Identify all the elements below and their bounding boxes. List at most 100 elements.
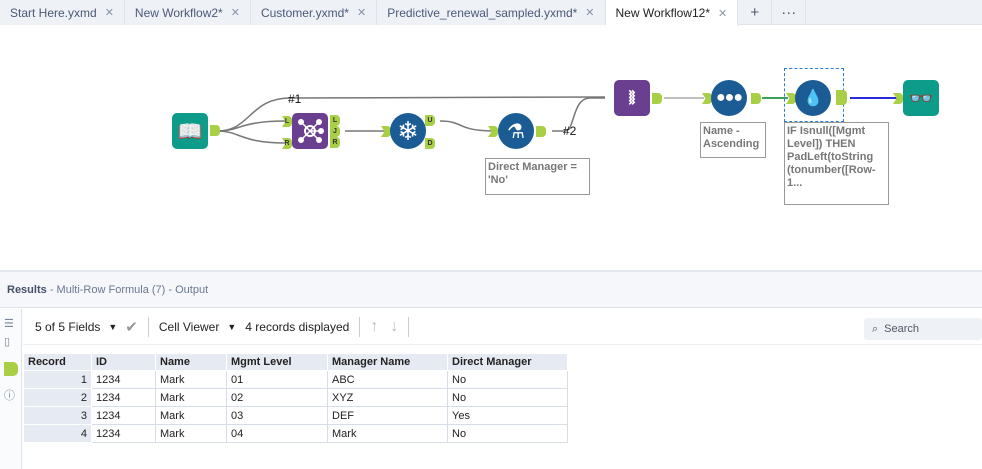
- tab-new-workflow12[interactable]: New Workflow12* ✕: [605, 0, 739, 26]
- column-header[interactable]: Name: [155, 353, 227, 371]
- browse-input-anchor[interactable]: [893, 93, 903, 104]
- column-header[interactable]: Mgmt Level: [226, 353, 328, 371]
- tab-start-here[interactable]: Start Here.yxmd ✕: [0, 0, 125, 25]
- tab-predictive-renewal[interactable]: Predictive_renewal_sampled.yxmd* ✕: [377, 0, 606, 25]
- join-right-anchor[interactable]: R: [282, 138, 292, 149]
- table-row[interactable]: 1 1234 Mark 01 ABC No: [23, 370, 568, 389]
- workflow-canvas[interactable]: #1 #2 📖 L R L J R ❄ U D ⚗ Direct Manager…: [0, 26, 982, 270]
- multirow-output-anchor[interactable]: [836, 90, 847, 105]
- fields-dropdown[interactable]: 5 of 5 Fields: [35, 319, 101, 334]
- table-cell[interactable]: 01: [226, 370, 328, 389]
- browse-tool[interactable]: 👓: [903, 80, 939, 116]
- table-cell[interactable]: 1234: [91, 388, 156, 407]
- table-cell[interactable]: 2: [23, 388, 92, 407]
- table-cell[interactable]: No: [447, 388, 568, 407]
- column-header[interactable]: Direct Manager: [447, 353, 568, 371]
- join-left-anchor[interactable]: L: [282, 116, 292, 127]
- list-icon[interactable]: ☰: [4, 318, 14, 330]
- table-cell[interactable]: Mark: [155, 406, 227, 425]
- table-cell[interactable]: 3: [23, 406, 92, 425]
- tab-customer[interactable]: Customer.yxmd* ✕: [250, 0, 378, 25]
- search-input[interactable]: ⌕ Search: [864, 318, 982, 340]
- table-cell[interactable]: 1: [23, 370, 92, 389]
- unique-u-anchor[interactable]: U: [425, 115, 435, 126]
- table-cell[interactable]: 02: [226, 388, 328, 407]
- table-cell[interactable]: 4: [23, 424, 92, 443]
- sort-input-anchor[interactable]: [702, 93, 712, 104]
- table-row[interactable]: 4 1234 Mark 04 Mark No: [23, 424, 568, 443]
- column-header[interactable]: Record: [23, 353, 92, 371]
- unique-d-anchor[interactable]: D: [425, 138, 435, 149]
- table-cell[interactable]: 03: [226, 406, 328, 425]
- tab-label: New Workflow12*: [615, 6, 710, 20]
- check-icon[interactable]: ✔: [125, 318, 138, 336]
- dna-icon: ⧚: [628, 86, 636, 109]
- multi-row-formula-tool[interactable]: 💧: [795, 80, 831, 116]
- table-cell[interactable]: 04: [226, 424, 328, 443]
- help-icon[interactable]: ⓘ: [4, 390, 15, 402]
- filter-true-anchor[interactable]: [536, 126, 546, 137]
- sort-tool[interactable]: ●●●: [711, 80, 747, 116]
- connections: [217, 96, 898, 144]
- tab-new-workflow2[interactable]: New Workflow2* ✕: [124, 0, 251, 25]
- table-cell[interactable]: No: [447, 424, 568, 443]
- output-anchor[interactable]: [210, 125, 220, 136]
- arrow-up-icon[interactable]: ↑: [370, 317, 379, 335]
- unique-input-anchor[interactable]: [381, 126, 391, 137]
- more-tabs-button[interactable]: ···: [772, 0, 807, 25]
- chevron-down-icon[interactable]: ▼: [108, 321, 118, 332]
- table-cell[interactable]: Mark: [155, 424, 227, 443]
- connection-input-union: [217, 96, 606, 132]
- multirow-input-anchor[interactable]: [786, 93, 796, 104]
- table-cell[interactable]: No: [447, 370, 568, 389]
- results-title: Results: [7, 283, 47, 296]
- arrow-down-icon[interactable]: ↓: [390, 317, 399, 335]
- tab-label: Customer.yxmd*: [260, 5, 349, 20]
- close-icon[interactable]: ✕: [230, 7, 240, 19]
- sort-dots-icon: ●●●: [716, 89, 743, 106]
- table-cell[interactable]: Mark: [327, 424, 448, 443]
- cell-viewer-dropdown[interactable]: Cell Viewer: [158, 319, 220, 334]
- column-header[interactable]: ID: [91, 353, 156, 371]
- input-data-tool[interactable]: 📖: [172, 113, 208, 149]
- close-icon[interactable]: ✕: [356, 7, 367, 19]
- table-cell[interactable]: ABC: [327, 370, 448, 389]
- table-cell[interactable]: Mark: [155, 388, 227, 407]
- snowflake-icon: ❄: [397, 115, 419, 146]
- close-icon[interactable]: ✕: [104, 7, 114, 19]
- add-tab-button[interactable]: +: [738, 0, 773, 25]
- tab-bar: Start Here.yxmd ✕ New Workflow2* ✕ Custome…: [0, 0, 982, 26]
- unique-tool[interactable]: ❄: [390, 113, 426, 149]
- table-row[interactable]: 3 1234 Mark 03 DEF Yes: [23, 406, 568, 425]
- table-cell[interactable]: Yes: [447, 406, 568, 425]
- union-output-anchor[interactable]: [652, 93, 662, 104]
- book-icon: 📖: [177, 120, 203, 143]
- table-cell[interactable]: 1234: [91, 406, 156, 425]
- chevron-down-icon[interactable]: ▼: [227, 321, 237, 332]
- close-icon[interactable]: ✕: [585, 7, 595, 19]
- anchor-icon[interactable]: [4, 362, 18, 376]
- table-header-row: Record ID Name Mgmt Level Manager Name D…: [23, 353, 568, 371]
- filter-annotation: Direct Manager = 'No': [485, 158, 590, 195]
- table-row[interactable]: 2 1234 Mark 02 XYZ No: [23, 388, 568, 407]
- filter-input-anchor[interactable]: [488, 126, 498, 137]
- union-tool[interactable]: ⧚: [614, 80, 650, 116]
- drops-icon: 💧: [803, 90, 823, 107]
- filter-tool[interactable]: ⚗: [498, 113, 534, 149]
- sort-output-anchor[interactable]: [751, 93, 761, 104]
- join-tool[interactable]: [292, 113, 328, 149]
- table-cell[interactable]: 1234: [91, 424, 156, 443]
- table-cell[interactable]: DEF: [327, 406, 448, 425]
- close-icon[interactable]: ✕: [718, 7, 728, 20]
- table-cell[interactable]: 1234: [91, 370, 156, 389]
- table-cell[interactable]: XYZ: [327, 388, 448, 407]
- results-toolbar: 5 of 5 Fields ▼ ✔ Cell Viewer ▼ 4 record…: [23, 309, 982, 345]
- connection-filter-union: [552, 97, 605, 132]
- table-cell[interactable]: Mark: [155, 370, 227, 389]
- config-icon[interactable]: ▯: [4, 336, 11, 348]
- join-right-output[interactable]: R: [330, 137, 340, 148]
- join-join-output[interactable]: J: [330, 126, 340, 137]
- column-header[interactable]: Manager Name: [327, 353, 448, 371]
- tab-label: Start Here.yxmd: [10, 5, 97, 20]
- join-left-output[interactable]: L: [330, 115, 340, 126]
